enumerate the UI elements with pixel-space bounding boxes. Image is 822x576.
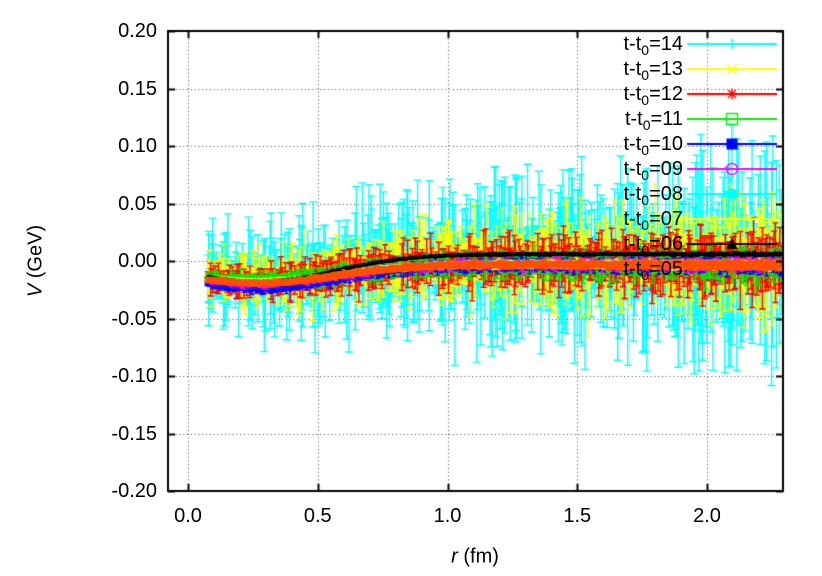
legend-row: t-t0=13 [543,57,683,88]
legend-label-subscript: 0 [642,116,651,133]
legend-label-value: =06 [649,232,683,255]
y-tick-label: -0.20 [111,480,157,502]
legend-row: t-t0=07 [543,207,683,238]
legend-row: t-t0=09 [543,157,683,188]
legend-row: t-t0=14 [543,32,683,63]
y-tick-label: -0.05 [111,307,157,330]
legend-row: t-t0=10 [543,132,683,163]
legend-label-value: =14 [649,32,683,55]
x-axis-variable: r [451,545,458,568]
y-tick-label: 0.05 [118,192,157,215]
legend-row: t-t0=05 [543,257,683,288]
legend-label-prefix: t-t [624,107,643,130]
legend-label-value: =12 [649,82,683,105]
legend-label-subscript: 0 [641,241,650,258]
legend-label-value: =05 [649,257,683,280]
legend-label-subscript: 0 [641,191,650,208]
y-tick-label: 0.10 [118,135,157,157]
legend-label-value: =11 [650,107,683,130]
x-tick-label: 0.5 [303,505,332,527]
legend-label-value: =08 [649,182,683,205]
legend-label-value: =10 [649,132,683,155]
y-axis-variable: V [24,283,47,298]
y-axis-label: V (GeV) [25,225,48,297]
legend-row: t-t0=06 [543,232,683,263]
y-tick-label: 0.20 [118,20,157,42]
legend-row: t-t0=11 [543,107,683,138]
legend-label-value: =07 [649,207,683,230]
legend-label-prefix: t-t [623,182,642,205]
legend-label-prefix: t-t [623,207,642,230]
y-tick-label: 0.00 [118,250,157,272]
legend-label-subscript: 0 [641,216,650,233]
legend-label-subscript: 0 [641,66,650,83]
legend-label-subscript: 0 [641,91,650,108]
x-axis-unit: (fm) [457,545,499,568]
legend-label-subscript: 0 [641,266,650,283]
legend-label-subscript: 0 [641,141,650,158]
x-tick-label: 2.0 [693,505,721,527]
legend-label-value: =13 [649,57,683,80]
y-tick-label: 0.15 [118,77,157,100]
legend-label-subscript: 0 [641,166,650,183]
legend-label-prefix: t-t [623,257,642,280]
legend-label-prefix: t-t [623,32,642,55]
legend-row: t-t0=08 [543,182,683,213]
y-axis-unit: (GeV) [24,224,47,284]
x-tick-label: 1.5 [563,505,592,527]
legend-row: t-t0=12 [543,82,683,113]
x-tick-label: 0.0 [174,505,202,527]
x-axis-label: r (fm) [451,546,499,569]
legend-label-subscript: 0 [641,41,650,58]
legend-label-prefix: t-t [623,132,642,155]
legend-label-prefix: t-t [623,82,642,105]
x-tick-label: 1.0 [433,505,462,527]
legend-label-prefix: t-t [623,57,642,80]
legend-label-prefix: t-t [623,157,642,180]
legend-label-prefix: t-t [623,232,642,255]
y-tick-label: -0.10 [111,365,157,387]
y-tick-label: -0.15 [111,422,157,445]
legend-label-value: =09 [649,157,683,180]
